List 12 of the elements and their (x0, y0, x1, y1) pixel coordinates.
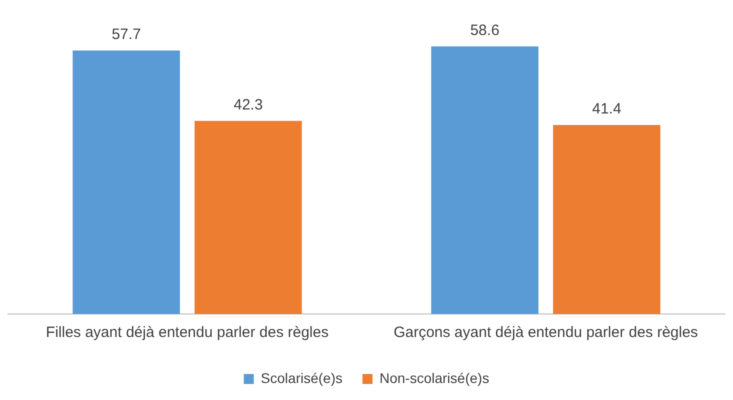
data-label: 42.3 (234, 96, 263, 114)
bar (553, 124, 660, 314)
x-tick-label: Filles ayant déjà entendu parler des règles (46, 324, 329, 342)
bar (72, 50, 180, 314)
bar (431, 46, 538, 314)
data-label: 57.7 (112, 26, 141, 44)
legend-label: Scolarisé(e)s (260, 370, 343, 386)
x-tick-label: Garçons ayant déjà entendu parler des règles (394, 324, 698, 342)
data-label: 41.4 (592, 100, 622, 118)
bar (194, 120, 302, 314)
legend-label: Non-scolarisé(e)s (379, 370, 490, 386)
data-label: 58.6 (470, 22, 500, 40)
